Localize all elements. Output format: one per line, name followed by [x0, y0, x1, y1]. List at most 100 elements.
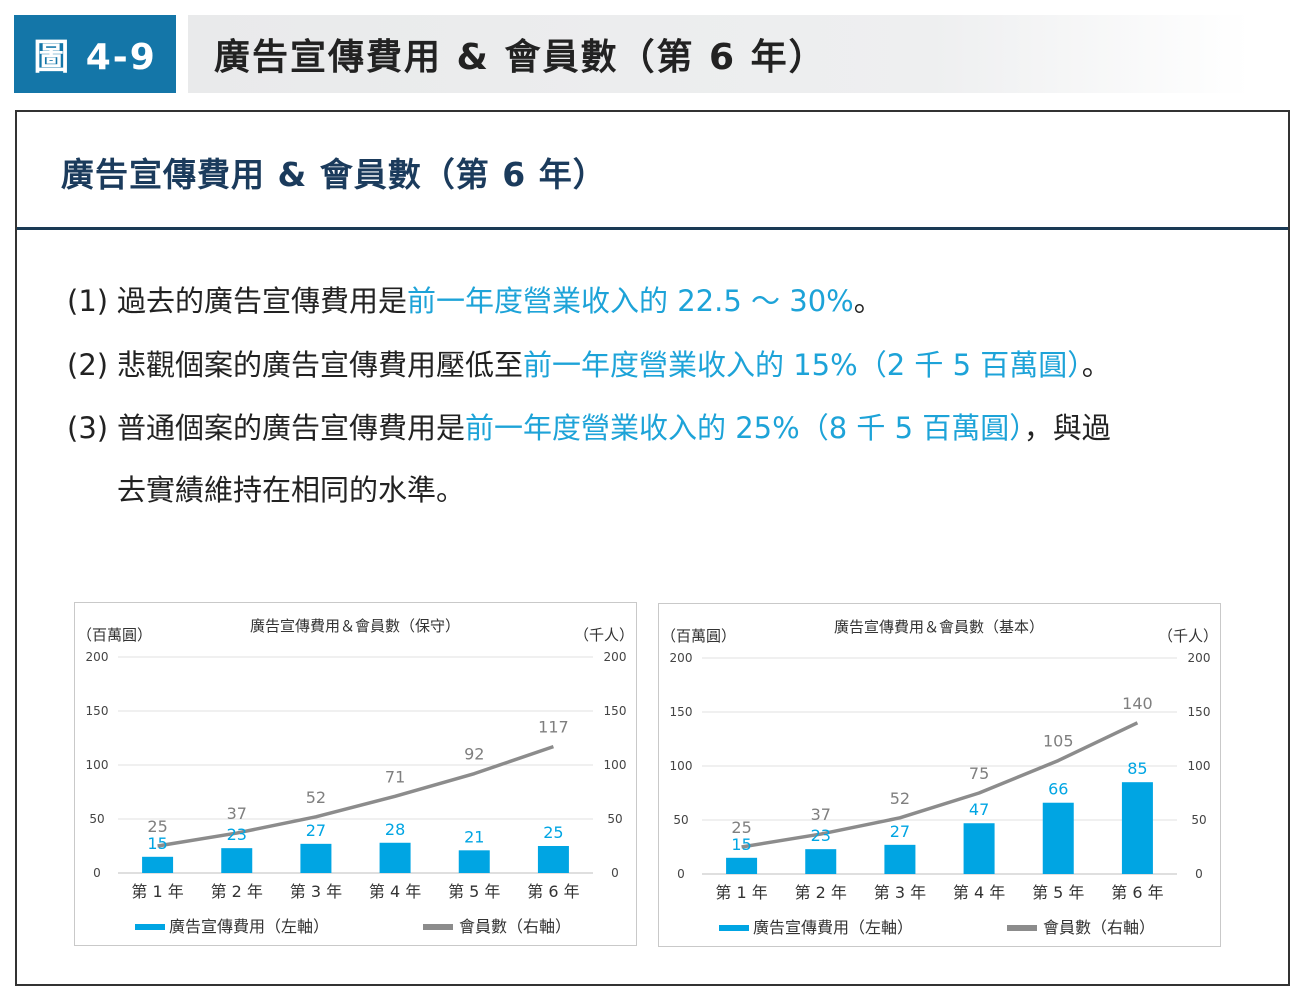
- x-tick-label: 第 6 年: [1111, 883, 1163, 902]
- line-data-label: 71: [385, 767, 405, 786]
- right-tick-label: 200: [604, 650, 627, 664]
- left-tick-label: 0: [93, 866, 101, 880]
- bar-data-label: 66: [1048, 780, 1068, 799]
- line-highlight: 前一年度營業收入的 15%（2 千 5 百萬圓）: [523, 348, 1082, 382]
- card-header: 廣告宣傳費用 & 會員數（第 6 年）: [17, 112, 1288, 230]
- right-tick-label: 100: [604, 758, 627, 772]
- line-data-label: 117: [538, 718, 569, 737]
- text-line-1: (1) 過去的廣告宣傳費用是前一年度營業收入的 22.5 ～ 30%。: [67, 278, 883, 320]
- left-tick-label: 0: [677, 867, 685, 881]
- right-tick-label: 150: [1188, 705, 1211, 719]
- series-line: [157, 744, 554, 848]
- line-suffix: 。: [853, 284, 883, 318]
- line-data-label: 105: [1043, 732, 1074, 751]
- line-number: (1): [67, 284, 109, 318]
- bar: [458, 850, 490, 873]
- bar-data-label: 21: [464, 827, 484, 846]
- right-axis-unit: （千人）: [574, 626, 634, 644]
- bar: [726, 857, 758, 874]
- bar: [805, 849, 837, 874]
- x-tick-label: 第 2 年: [795, 883, 847, 902]
- bar-data-label: 15: [147, 834, 167, 853]
- x-tick-label: 第 5 年: [1032, 883, 1084, 902]
- x-tick-label: 第 2 年: [211, 882, 263, 901]
- line-data-label: 140: [1122, 694, 1153, 713]
- line-highlight: 前一年度營業收入的 22.5 ～ 30%: [407, 284, 854, 318]
- line-data-label: 37: [227, 804, 247, 823]
- bar-data-label: 15: [731, 835, 751, 854]
- x-tick-label: 第 6 年: [527, 882, 579, 901]
- content-card: 廣告宣傳費用 & 會員數（第 6 年） (1) 過去的廣告宣傳費用是前一年度營業收…: [15, 110, 1290, 986]
- right-tick-label: 50: [607, 812, 622, 826]
- right-axis-unit: （千人）: [1158, 627, 1218, 645]
- left-tick-label: 150: [670, 705, 693, 719]
- line-text: 去實績維持在相同的水準。: [117, 473, 466, 507]
- x-tick-label: 第 3 年: [874, 883, 926, 902]
- line-data-label: 52: [306, 788, 326, 807]
- left-tick-label: 100: [670, 759, 693, 773]
- line-data-label: 37: [811, 805, 831, 824]
- right-tick-label: 100: [1188, 759, 1211, 773]
- legend-label-bar: 廣告宣傳費用（左軸）: [169, 917, 329, 936]
- legend-swatch-bar: [719, 925, 749, 931]
- bar-data-label: 25: [543, 823, 563, 842]
- chart-conservative: 廣告宣傳費用＆會員數（保守） （百萬圓） （千人） 0 0 50 50 100 100 150 15…: [74, 602, 637, 946]
- chart-title: 廣告宣傳費用＆會員數（基本）: [834, 618, 1044, 636]
- bar: [379, 842, 411, 873]
- line-highlight: 前一年度營業收入的 25%（8 千 5 百萬圓）: [465, 411, 1024, 445]
- line-data-label: 92: [464, 745, 484, 764]
- bar: [1042, 802, 1074, 874]
- legend-label-bar: 廣告宣傳費用（左軸）: [753, 918, 913, 937]
- x-tick-label: 第 5 年: [448, 882, 500, 901]
- left-tick-label: 100: [86, 758, 109, 772]
- line-suffix: 。: [1081, 348, 1111, 382]
- bar-data-label: 28: [385, 820, 405, 839]
- right-tick-label: 150: [604, 704, 627, 718]
- bar: [1121, 782, 1153, 874]
- series-line: [741, 721, 1139, 849]
- x-tick-label: 第 1 年: [715, 883, 767, 902]
- line-data-label: 52: [890, 789, 910, 808]
- figure-title: 廣告宣傳費用 & 會員數（第 6 年）: [188, 15, 1250, 93]
- bar-data-label: 23: [227, 825, 247, 844]
- line-text: 普通個案的廣告宣傳費用是: [117, 411, 466, 445]
- chart-basic: 廣告宣傳費用＆會員數（基本） （百萬圓） （千人） 0 0 50 50 100 100 150 15…: [658, 603, 1221, 947]
- text-line-2: (2) 悲觀個案的廣告宣傳費用壓低至前一年度營業收入的 15%（2 千 5 百萬圓…: [67, 342, 1111, 384]
- line-data-label: 75: [969, 764, 989, 783]
- bar: [963, 823, 995, 874]
- x-tick-label: 第 1 年: [131, 882, 183, 901]
- right-tick-label: 50: [1191, 813, 1206, 827]
- legend-swatch-line: [423, 924, 453, 930]
- bar-data-label: 27: [306, 821, 326, 840]
- bar-data-label: 85: [1127, 759, 1147, 778]
- bar: [300, 843, 332, 873]
- bar-data-label: 23: [811, 826, 831, 845]
- chart-title: 廣告宣傳費用＆會員數（保守）: [250, 617, 460, 635]
- line-suffix: ，與過: [1023, 411, 1111, 445]
- card-title: 廣告宣傳費用 & 會員數（第 6 年）: [61, 155, 607, 194]
- x-tick-label: 第 4 年: [953, 883, 1005, 902]
- right-tick-label: 0: [611, 866, 619, 880]
- x-tick-label: 第 3 年: [290, 882, 342, 901]
- left-tick-label: 50: [673, 813, 688, 827]
- text-line-4: 去實績維持在相同的水準。: [67, 467, 465, 509]
- line-data-label: 25: [731, 818, 751, 837]
- left-tick-label: 200: [670, 651, 693, 665]
- line-number: (3): [67, 411, 109, 445]
- line-text: 過去的廣告宣傳費用是: [117, 284, 408, 318]
- right-tick-label: 200: [1188, 651, 1211, 665]
- bar-data-label: 27: [890, 822, 910, 841]
- bar: [884, 844, 916, 874]
- figure-label: 圖 4-9: [14, 15, 176, 93]
- bar: [142, 856, 174, 873]
- left-tick-label: 150: [86, 704, 109, 718]
- legend-label-line: 會員數（右軸）: [459, 917, 571, 936]
- legend-swatch-bar: [135, 924, 165, 930]
- left-axis-unit: （百萬圓）: [661, 627, 736, 645]
- legend-swatch-line: [1007, 925, 1037, 931]
- bar: [221, 848, 253, 873]
- x-tick-label: 第 4 年: [369, 882, 421, 901]
- line-text: 悲觀個案的廣告宣傳費用壓低至: [117, 348, 524, 382]
- legend-label-line: 會員數（右軸）: [1043, 918, 1155, 937]
- right-tick-label: 0: [1195, 867, 1203, 881]
